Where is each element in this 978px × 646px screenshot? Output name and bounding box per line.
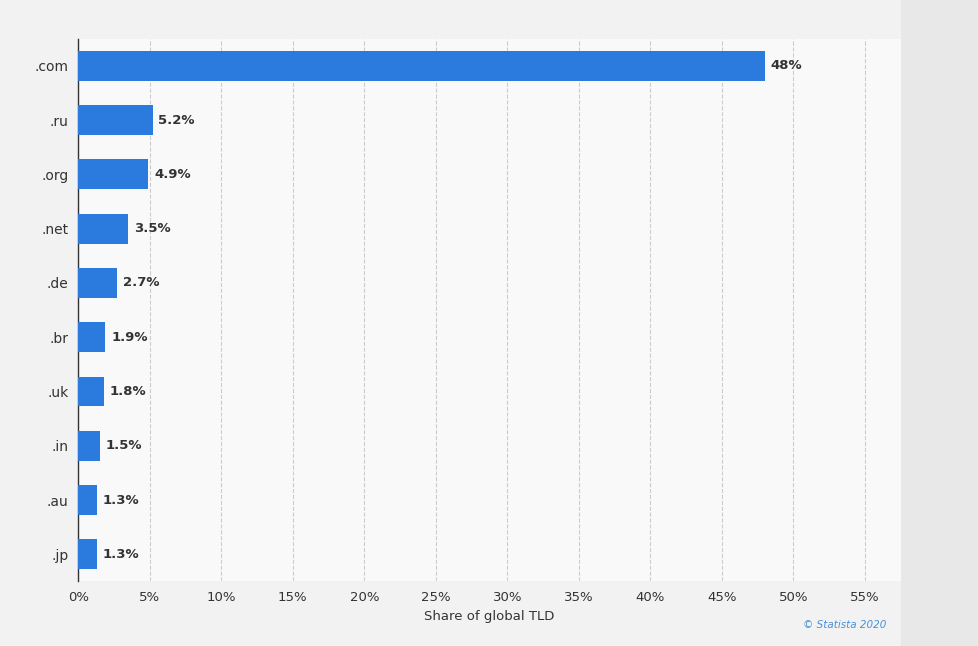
- Text: 5.2%: 5.2%: [158, 114, 195, 127]
- Bar: [78, 105, 153, 135]
- Bar: [78, 160, 149, 189]
- Text: 1.3%: 1.3%: [103, 548, 139, 561]
- Text: 3.5%: 3.5%: [134, 222, 170, 235]
- X-axis label: Share of global TLD: Share of global TLD: [423, 610, 555, 623]
- Text: 1.3%: 1.3%: [103, 494, 139, 506]
- Text: 1.8%: 1.8%: [110, 385, 147, 398]
- Text: 4.9%: 4.9%: [154, 168, 191, 181]
- Text: 48%: 48%: [770, 59, 801, 72]
- Bar: [78, 485, 97, 515]
- Bar: [78, 377, 104, 406]
- Bar: [78, 431, 100, 461]
- Bar: [78, 322, 106, 352]
- Bar: [78, 268, 116, 298]
- Bar: [78, 539, 97, 569]
- Text: 1.5%: 1.5%: [106, 439, 142, 452]
- Text: © Statista 2020: © Statista 2020: [802, 620, 885, 630]
- Bar: [78, 51, 764, 81]
- Text: 1.9%: 1.9%: [111, 331, 148, 344]
- Text: 2.7%: 2.7%: [122, 276, 159, 289]
- Bar: [78, 214, 128, 244]
